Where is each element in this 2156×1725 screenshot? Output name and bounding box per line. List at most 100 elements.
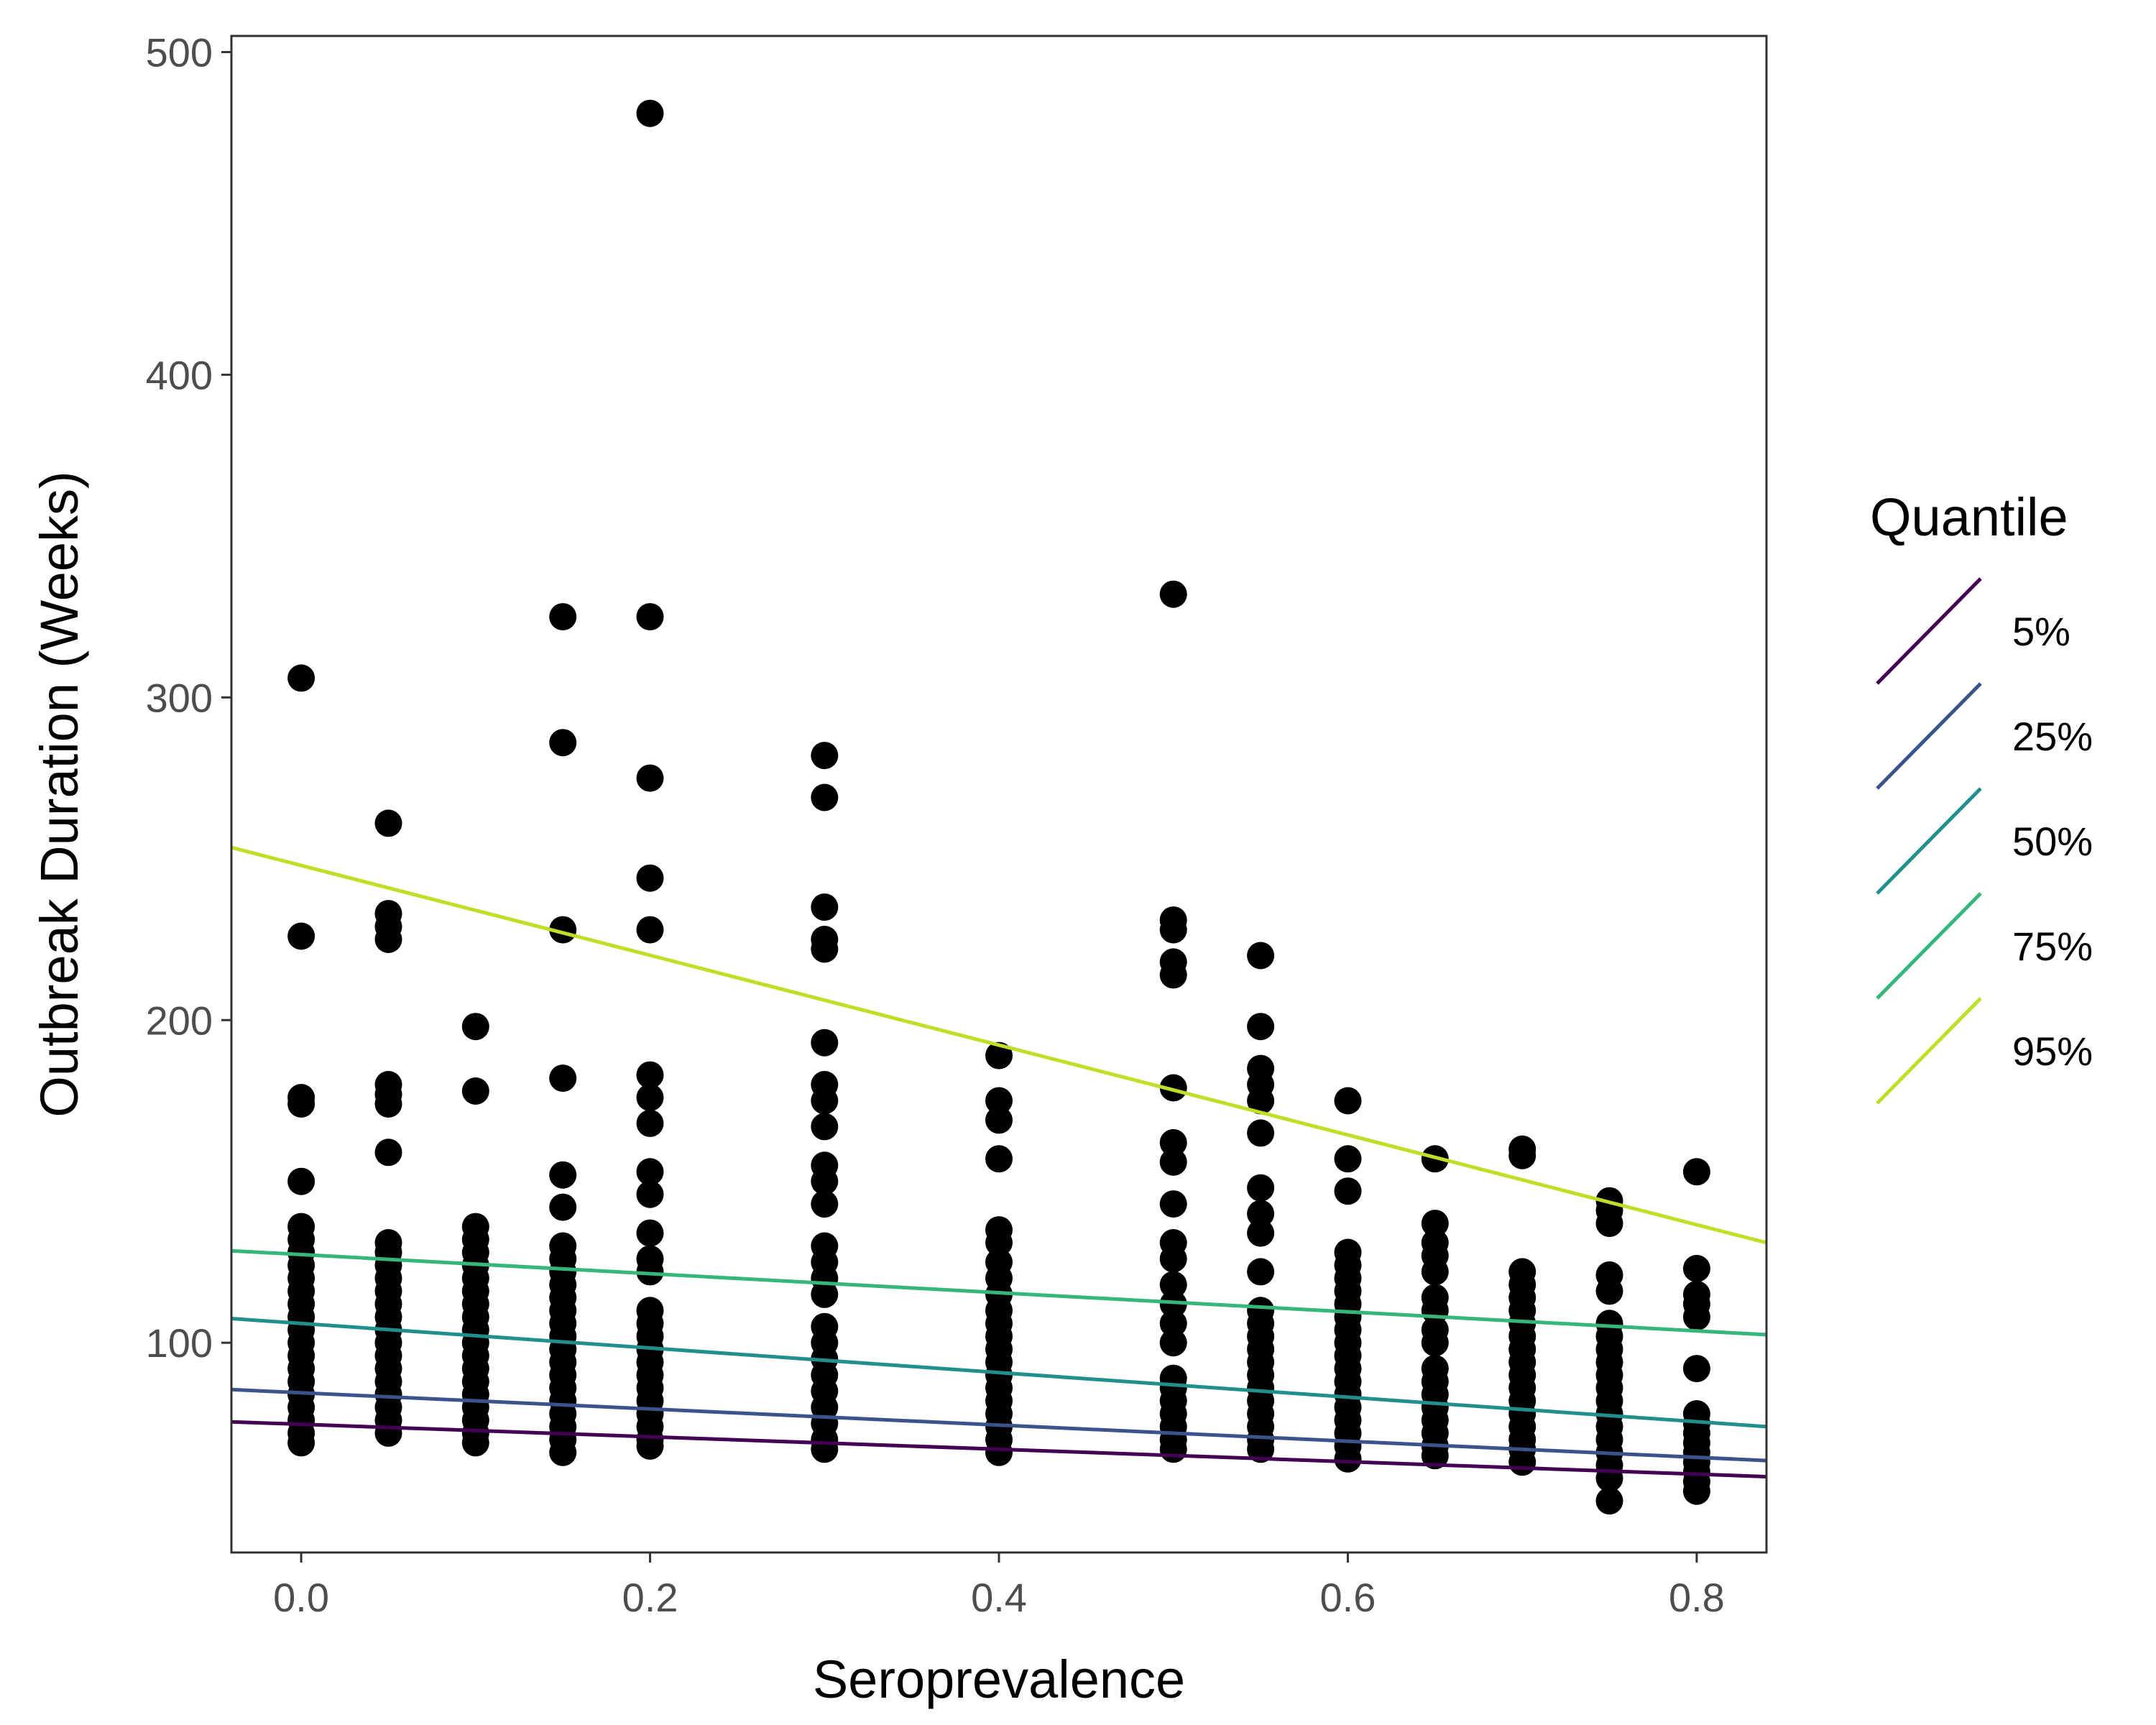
quantile-line-50pct	[231, 1317, 1767, 1429]
data-point	[811, 1190, 839, 1218]
data-point	[1421, 1442, 1449, 1470]
data-point	[1595, 1487, 1623, 1515]
data-point	[549, 1193, 577, 1221]
data-point	[1508, 1141, 1537, 1169]
x-tick-label: 0.4	[971, 1575, 1027, 1620]
legend: Quantile 5% 25% 50% 75% 95%	[1870, 487, 2093, 1105]
data-point	[636, 1219, 664, 1247]
data-point	[811, 893, 839, 921]
data-point	[1421, 1258, 1449, 1286]
quantile-line-5pct	[231, 1420, 1767, 1478]
x-tick-label: 0.0	[273, 1575, 329, 1620]
x-axis: 0.0 0.2 0.4 0.6 0.8	[273, 1552, 1725, 1620]
legend-key-5pct	[1876, 577, 1982, 685]
y-tick-label: 400	[146, 352, 213, 397]
data-point	[461, 1077, 489, 1105]
data-point	[287, 1167, 315, 1195]
legend-label: 25%	[2012, 714, 2093, 759]
data-point	[985, 1145, 1013, 1173]
y-axis: 100 200 300 400 500	[146, 29, 231, 1366]
x-tick-label: 0.8	[1669, 1575, 1725, 1620]
data-point	[1247, 1174, 1275, 1202]
data-point	[811, 1029, 839, 1057]
data-point	[1334, 1145, 1362, 1173]
legend-label: 95%	[2012, 1029, 2093, 1074]
data-point	[811, 935, 839, 963]
data-point	[811, 1087, 839, 1115]
data-point	[636, 99, 664, 127]
data-point	[636, 1158, 664, 1186]
data-point	[636, 1061, 664, 1089]
legend-key-25pct	[1876, 682, 1982, 790]
legend-title: Quantile	[1870, 487, 2068, 547]
data-point	[1159, 1271, 1187, 1299]
data-point	[811, 1113, 839, 1141]
quantile-line-95pct	[231, 845, 1767, 1245]
data-point	[1334, 1445, 1362, 1473]
data-point	[1159, 1435, 1187, 1463]
data-point	[287, 664, 315, 692]
legend-key-95pct	[1876, 997, 1982, 1105]
data-point	[1682, 1254, 1710, 1282]
quantile-line-75pct	[231, 1248, 1767, 1337]
data-point	[1159, 1148, 1187, 1176]
data-point	[636, 1258, 664, 1286]
data-point	[549, 729, 577, 757]
data-point	[549, 1064, 577, 1092]
data-point	[461, 1429, 489, 1457]
data-point	[1421, 1210, 1449, 1238]
data-point	[1159, 580, 1187, 608]
data-point	[1682, 1477, 1710, 1505]
data-point	[374, 1138, 402, 1167]
data-point	[811, 742, 839, 770]
data-point	[549, 1161, 577, 1189]
y-tick-label: 300	[146, 675, 213, 720]
data-point	[374, 1419, 402, 1447]
x-axis-title: Seroprevalence	[813, 1650, 1185, 1709]
data-point	[1159, 1329, 1187, 1357]
data-point	[985, 1106, 1013, 1134]
data-point	[1682, 1355, 1710, 1383]
y-tick-label: 100	[146, 1320, 213, 1366]
data-points	[287, 99, 1710, 1515]
y-tick-label: 200	[146, 998, 213, 1043]
data-point	[985, 1087, 1013, 1115]
legend-label: 50%	[2012, 819, 2093, 864]
legend-key-75pct	[1876, 892, 1982, 1000]
data-point	[636, 1084, 664, 1111]
x-tick-label: 0.2	[622, 1575, 678, 1620]
data-point	[1247, 1119, 1275, 1147]
data-point	[1159, 1310, 1187, 1338]
data-point	[985, 1229, 1013, 1256]
data-point	[1508, 1448, 1537, 1476]
data-point	[1247, 1013, 1275, 1041]
data-point	[1682, 1303, 1710, 1331]
data-point	[811, 783, 839, 811]
data-point	[1334, 1177, 1362, 1205]
data-point	[636, 916, 664, 944]
y-axis-title: Outbreak Duration (Weeks)	[29, 471, 89, 1117]
legend-label: 5%	[2012, 609, 2070, 654]
data-point	[549, 603, 577, 631]
data-point	[374, 1090, 402, 1118]
data-point	[374, 809, 402, 837]
data-point	[1159, 1245, 1187, 1273]
data-point	[1247, 1087, 1275, 1115]
data-point	[374, 926, 402, 953]
legend-key-50pct	[1876, 787, 1982, 895]
data-point	[636, 1432, 664, 1460]
data-point	[1334, 1087, 1362, 1115]
quantile-lines	[231, 845, 1767, 1478]
quantile-line-25pct	[231, 1387, 1767, 1463]
data-point	[811, 1280, 839, 1308]
data-point	[549, 1438, 577, 1466]
data-point	[287, 1429, 315, 1457]
x-tick-label: 0.6	[1320, 1575, 1376, 1620]
data-point	[636, 1180, 664, 1208]
data-point	[985, 1438, 1013, 1466]
data-point	[811, 1435, 839, 1463]
data-point	[636, 764, 664, 792]
data-point	[1159, 1128, 1187, 1156]
data-point	[1247, 1435, 1275, 1463]
